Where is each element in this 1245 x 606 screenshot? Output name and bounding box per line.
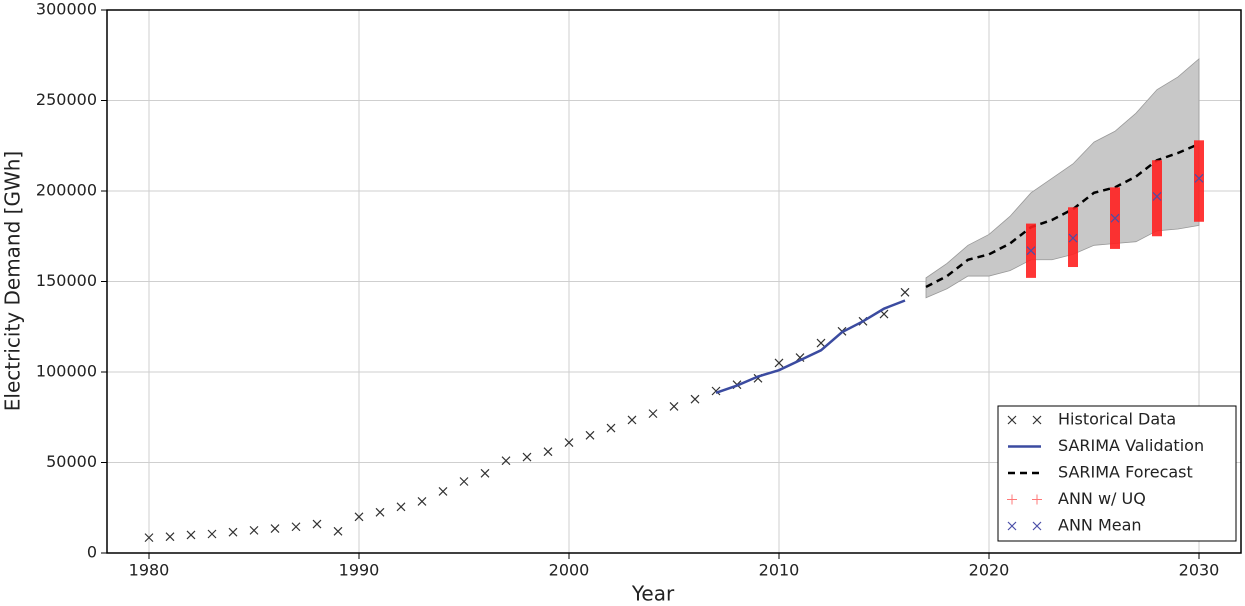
- y-tick-label: 150000: [36, 271, 97, 290]
- data-point: [417, 496, 427, 506]
- data-point: [312, 519, 322, 529]
- data-point: [564, 438, 574, 448]
- data-point: [1110, 213, 1120, 223]
- x-tick-label: 2020: [969, 561, 1010, 580]
- data-point: [627, 415, 637, 425]
- data-point: [144, 533, 154, 543]
- y-tick-label: 300000: [36, 0, 97, 19]
- data-point: [669, 401, 679, 411]
- x-tick-label: 2010: [759, 561, 800, 580]
- data-point: [480, 468, 490, 478]
- legend-label: SARIMA Forecast: [1058, 463, 1193, 482]
- data-line: [715, 299, 906, 394]
- legend-marker: [1007, 494, 1017, 505]
- plot-frame: [106, 9, 1242, 554]
- data-point: [1026, 246, 1036, 256]
- data-point: [774, 358, 784, 368]
- x-tick-label: 1980: [129, 561, 170, 580]
- data-point: [333, 526, 343, 536]
- data-point: [354, 512, 364, 522]
- legend-marker: [1007, 415, 1017, 425]
- data-point: [1068, 233, 1078, 243]
- data-point: [501, 456, 511, 466]
- legend-label: ANN w/ UQ: [1058, 489, 1146, 508]
- data-point: [522, 452, 532, 462]
- data-point: [690, 394, 700, 404]
- data-point: [900, 287, 910, 297]
- data-point: [186, 530, 196, 540]
- uq-range: [1152, 160, 1162, 237]
- data-point: [606, 423, 616, 433]
- legend-marker: [1032, 494, 1042, 505]
- y-tick-label: 200000: [36, 181, 97, 200]
- x-tick-label: 2030: [1179, 561, 1220, 580]
- data-point: [249, 525, 259, 535]
- data-point: [459, 477, 469, 486]
- x-axis-label: Year: [631, 582, 675, 606]
- data-point: [396, 502, 406, 512]
- uq-range: [1068, 207, 1078, 268]
- legend-label: Historical Data: [1058, 410, 1176, 429]
- data-point: [816, 338, 826, 348]
- y-axis-label: Electricity Demand [GWh]: [1, 151, 25, 411]
- data-point: [291, 522, 301, 532]
- legend-marker: [1007, 521, 1017, 531]
- y-tick-label: 100000: [36, 362, 97, 381]
- data-point: [648, 409, 658, 419]
- data-point: [270, 524, 280, 533]
- legend-label: SARIMA Validation: [1058, 436, 1204, 455]
- legend-marker: [1032, 521, 1042, 531]
- legend-label: ANN Mean: [1058, 516, 1142, 535]
- y-tick-label: 250000: [36, 90, 97, 109]
- data-point: [1152, 192, 1162, 201]
- data-point: [375, 507, 385, 517]
- x-tick-label: 1990: [339, 561, 380, 580]
- uq-range: [1194, 140, 1204, 222]
- data-point: [585, 430, 595, 440]
- y-tick-label: 0: [87, 543, 97, 562]
- forecast-band: [925, 57, 1200, 299]
- data-point: [165, 532, 175, 542]
- data-point: [438, 487, 448, 496]
- y-tick-label: 50000: [46, 452, 97, 471]
- legend-marker: [1032, 415, 1042, 425]
- data-line: [925, 142, 1200, 289]
- data-point: [207, 529, 217, 539]
- data-point: [543, 447, 553, 457]
- data-point: [1194, 173, 1204, 183]
- data-point: [228, 527, 238, 537]
- x-tick-label: 2000: [549, 561, 590, 580]
- data-point: [711, 386, 721, 396]
